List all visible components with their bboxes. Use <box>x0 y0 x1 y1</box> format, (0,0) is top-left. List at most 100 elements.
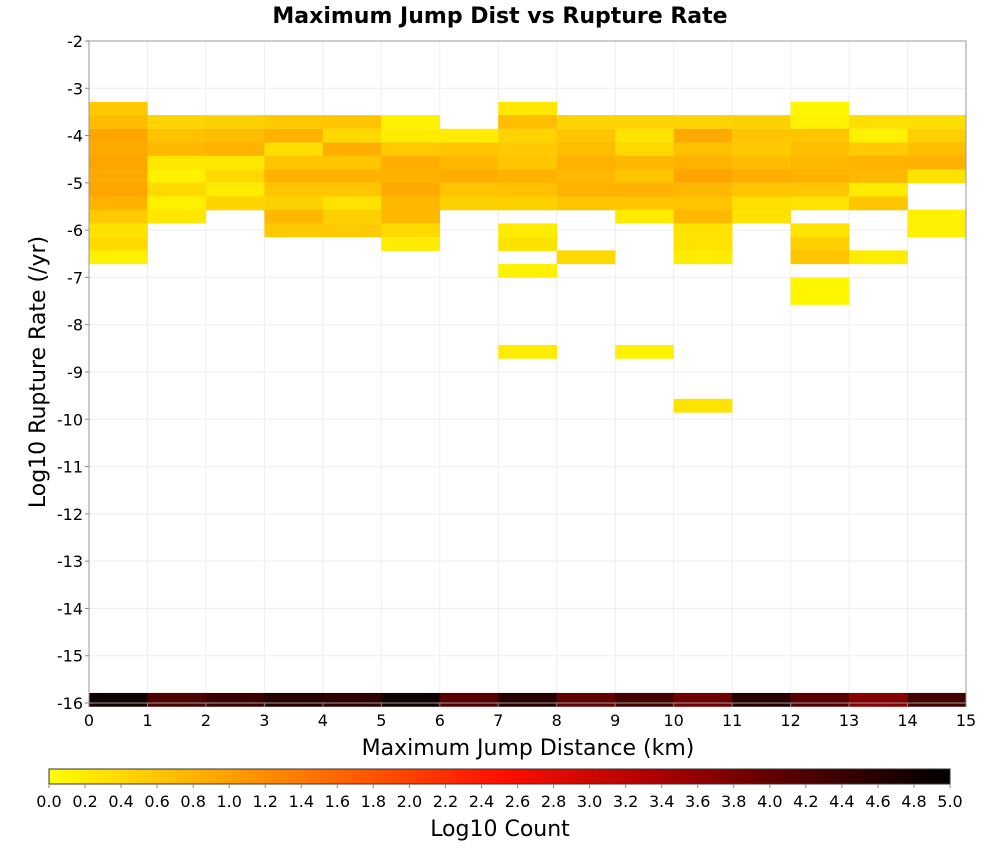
heatmap-cell <box>673 115 733 129</box>
heatmap-cell <box>381 237 441 251</box>
y-tick-label: -14 <box>57 599 83 618</box>
heatmap-cell <box>498 142 558 157</box>
heatmap-cell <box>732 128 791 143</box>
y-tick-label: -6 <box>67 221 83 240</box>
heatmap-cell <box>673 692 733 707</box>
heatmap-cell <box>322 692 382 707</box>
heatmap-cell <box>147 128 207 143</box>
colorbar-tick-label: 3.4 <box>649 792 674 811</box>
heatmap-cell <box>849 250 908 265</box>
heatmap-cell <box>615 209 674 224</box>
x-axis-label: Maximum Jump Distance (km) <box>362 736 695 761</box>
heatmap-cell <box>147 182 207 197</box>
heatmap-cell <box>673 155 733 170</box>
x-tick-label: 15 <box>956 711 976 730</box>
heatmap-cell <box>790 692 850 707</box>
heatmap-cell <box>673 196 733 211</box>
heatmap-cell <box>849 115 908 129</box>
x-tick-label: 11 <box>722 711 742 730</box>
y-tick-label: -8 <box>67 316 83 335</box>
heatmap-cell <box>790 115 850 129</box>
heatmap-cell <box>322 169 382 184</box>
x-tick-label: 9 <box>610 711 620 730</box>
y-tick-label: -10 <box>57 410 83 429</box>
heatmap-cell <box>381 115 441 129</box>
heatmap-cell <box>615 182 674 197</box>
heatmap-cell <box>381 223 441 238</box>
heatmap-cell <box>439 692 499 707</box>
heatmap-cell <box>732 182 791 197</box>
heatmap-cell <box>673 209 733 224</box>
heatmap-cell <box>147 692 207 707</box>
colorbar-tick-label: 1.6 <box>325 792 350 811</box>
y-tick-label: -12 <box>57 505 83 524</box>
heatmap-cell <box>673 250 733 265</box>
heatmap-cell <box>790 169 850 184</box>
colorbar-tick-label: 2.2 <box>433 792 458 811</box>
heatmap-cell <box>790 196 850 211</box>
heatmap-cell <box>790 142 850 157</box>
heatmap-cell <box>556 692 616 707</box>
heatmap-cell <box>264 115 324 129</box>
heatmap-cell <box>673 142 733 157</box>
heatmap-cell <box>264 692 324 707</box>
heatmap-cell <box>732 692 791 707</box>
colorbar-tick-label: 1.0 <box>216 792 241 811</box>
heatmap-cell <box>381 196 441 211</box>
y-tick-label: -4 <box>67 127 83 146</box>
heatmap-cell <box>615 142 674 157</box>
x-tick-label: 1 <box>142 711 152 730</box>
heatmap-cell <box>205 182 265 197</box>
heatmap-cell <box>907 169 967 184</box>
heatmap-cell <box>264 209 324 224</box>
x-tick-label: 0 <box>84 711 94 730</box>
heatmap-cell <box>205 196 265 211</box>
colorbar-tick-label: 3.2 <box>613 792 638 811</box>
heatmap-cell <box>498 101 558 116</box>
heatmap-cell <box>89 250 148 265</box>
y-tick-label: -13 <box>57 552 83 571</box>
heatmap-cell <box>556 250 616 265</box>
heatmap-cell <box>439 155 499 170</box>
heatmap-cell <box>849 692 908 707</box>
colorbar-tick-label: 2.4 <box>469 792 494 811</box>
heatmap-cell <box>381 155 441 170</box>
heatmap-cell <box>147 196 207 211</box>
chart-title: Maximum Jump Dist vs Rupture Rate <box>272 4 727 29</box>
heatmap-cell <box>89 237 148 251</box>
heatmap-cell <box>673 169 733 184</box>
heatmap-cell <box>790 237 850 251</box>
y-tick-label: -3 <box>67 79 83 98</box>
heatmap-cell <box>849 142 908 157</box>
heatmap-cell <box>89 128 148 143</box>
heatmap-cell <box>907 692 967 707</box>
colorbar-tick-label: 4.0 <box>757 792 782 811</box>
heatmap-cell <box>89 115 148 129</box>
heatmap-cell <box>556 128 616 143</box>
heatmap-cell <box>790 250 850 265</box>
colorbar-tick-label: 1.2 <box>253 792 278 811</box>
heatmap-cell <box>89 209 148 224</box>
heatmap-cell <box>89 182 148 197</box>
heatmap-cell <box>498 155 558 170</box>
colorbar-tick-label: 4.8 <box>901 792 926 811</box>
heatmap-cell <box>147 169 207 184</box>
heatmap-cell <box>89 155 148 170</box>
heatmap-cell <box>439 196 499 211</box>
colorbar-tick-label: 0.2 <box>72 792 97 811</box>
heatmap-cell <box>147 142 207 157</box>
heatmap-cell <box>673 398 733 413</box>
colorbar-tick-label: 0.6 <box>144 792 169 811</box>
heatmap-cell <box>264 196 324 211</box>
x-tick-label: 4 <box>318 711 328 730</box>
y-axis-label: Log10 Rupture Rate (/yr) <box>26 236 51 508</box>
colorbar-tick-label: 2.0 <box>397 792 422 811</box>
x-tick-label: 12 <box>780 711 800 730</box>
colorbar <box>48 768 951 785</box>
heatmap-cell <box>89 101 148 116</box>
colorbar-tick-label: 1.8 <box>361 792 386 811</box>
heatmap-cell <box>381 169 441 184</box>
heatmap-cell <box>498 169 558 184</box>
x-tick-label: 5 <box>376 711 386 730</box>
